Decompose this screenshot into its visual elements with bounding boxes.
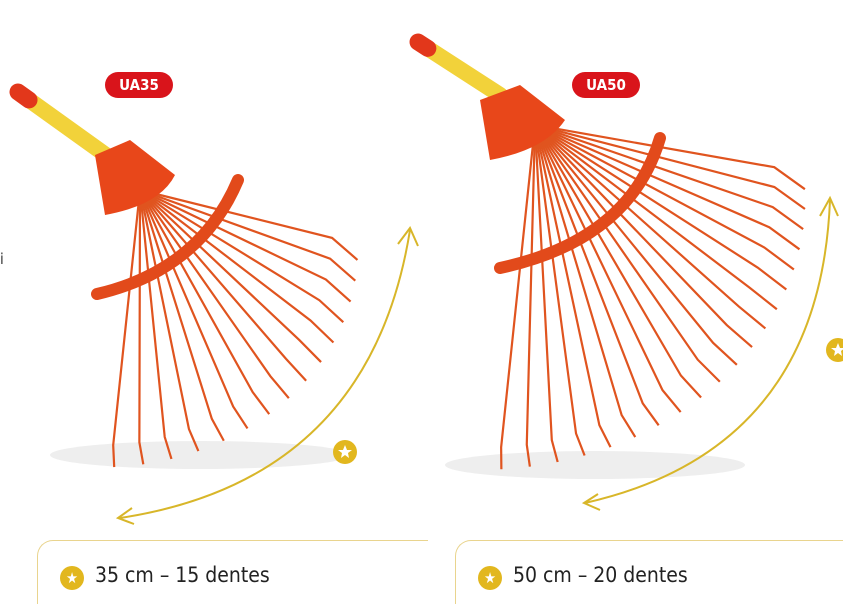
tine [534, 124, 721, 383]
star-icon: ★ [478, 566, 502, 590]
tine [139, 188, 359, 261]
tine [533, 124, 586, 456]
model-badge: UA50 [572, 72, 640, 98]
tine [533, 124, 612, 448]
model-badge: UA35 [105, 72, 173, 98]
arrow-head [115, 507, 135, 525]
tine [525, 124, 537, 467]
tine [534, 123, 801, 251]
shadow [50, 441, 350, 469]
tine [534, 123, 806, 210]
shadow [445, 451, 745, 479]
star [831, 343, 843, 356]
tine [534, 124, 787, 291]
cone [95, 140, 175, 215]
tine [534, 123, 804, 230]
crossbar [91, 174, 244, 300]
tine [534, 123, 806, 191]
tine [139, 189, 345, 324]
arrow-head [581, 493, 601, 511]
tine [533, 124, 559, 463]
star-icon: ★ [60, 566, 84, 590]
tine [534, 124, 778, 311]
tine [138, 189, 249, 430]
cone [480, 85, 565, 160]
handle-tip [9, 83, 38, 109]
spec-text: 35 cm – 15 dentes [95, 563, 270, 587]
tine [138, 189, 145, 465]
arrow-head [397, 226, 419, 247]
size-arrow [119, 229, 411, 519]
tine [534, 124, 702, 399]
arrow-head [819, 195, 839, 217]
tine [139, 188, 357, 282]
tine [533, 124, 637, 438]
tine [534, 124, 767, 330]
tine [533, 124, 660, 426]
tine [112, 189, 142, 468]
tine [500, 124, 537, 470]
cut-text: i [0, 250, 4, 268]
spec-card: ★ 35 cm – 15 dentes [37, 540, 428, 604]
tine [534, 124, 753, 348]
tine [534, 124, 682, 413]
tine [534, 124, 795, 271]
tine [139, 189, 352, 303]
spec-card: ★ 50 cm – 20 dentes [455, 540, 843, 604]
crossbar [494, 132, 666, 274]
size-arrow [584, 199, 831, 504]
spec-text: 50 cm – 20 dentes [513, 563, 688, 587]
handle-tip [409, 33, 437, 57]
tine [534, 124, 738, 366]
star [338, 445, 352, 458]
